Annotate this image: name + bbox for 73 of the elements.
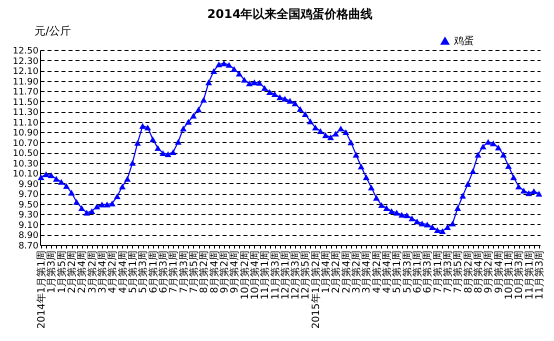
x-tick-label: 3月第2周 <box>350 250 363 294</box>
x-tick-label: 4月第4周 <box>116 250 129 294</box>
y-tick-label: 10.10 <box>12 170 39 180</box>
y-tick-label: 11.30 <box>12 108 39 118</box>
y-tick-label: 9.10 <box>18 220 39 231</box>
y-tick-label: 9.90 <box>18 180 39 190</box>
x-tick-label: 6月第1周 <box>147 250 160 294</box>
x-tick-label: 11月第3周 <box>269 250 282 300</box>
chart-title: 2014年以来全国鸡蛋价格曲线 <box>207 7 373 21</box>
x-tick-label: 7月第5周 <box>188 250 200 294</box>
x-tick-label: 7月第1周 <box>432 250 444 294</box>
x-tick-label: 11月第1周 <box>523 250 536 300</box>
x-tick-label: 8月第2周 <box>198 250 210 294</box>
y-tick-label: 9.70 <box>18 190 39 200</box>
x-tick-label: 10月第2周 <box>238 250 251 300</box>
y-tick-label: 11.10 <box>12 118 39 128</box>
x-tick-label: 5月第3周 <box>401 250 414 294</box>
x-tick-label: 2月第2周 <box>66 250 78 294</box>
y-tick-label: 8.70 <box>18 242 39 252</box>
x-tick-label: 2月第4周 <box>340 250 352 294</box>
x-tick-label: 4月第4周 <box>381 250 394 294</box>
y-tick-label: 12.10 <box>12 67 39 78</box>
x-tick-label: 7月第3周 <box>178 250 190 294</box>
x-tick-label: 9月第4周 <box>228 250 241 294</box>
x-tick-label: 3月第2周 <box>86 250 98 294</box>
y-tick-label: 11.90 <box>12 77 39 88</box>
x-tick-label: 7月第1周 <box>168 250 180 294</box>
x-tick-label: 8月第4周 <box>472 250 485 294</box>
y-tick-label: 9.30 <box>18 210 39 221</box>
x-tick-label: 7月第5周 <box>452 250 464 294</box>
x-tick-label: 8月第4周 <box>208 250 220 294</box>
y-tick-label: 8.90 <box>18 231 39 242</box>
x-tick-label: 1月第5周 <box>56 250 68 294</box>
x-tick-label: 12月第3周 <box>290 250 302 300</box>
x-tick-label: 6月第3周 <box>157 250 170 294</box>
x-tick-label: 10月第1周 <box>502 250 515 300</box>
x-tick-label: 12月第1周 <box>279 250 292 300</box>
y-tick-label: 10.70 <box>12 138 39 149</box>
y-tick-label: 10.30 <box>12 159 39 170</box>
x-tick-label: 3月第4周 <box>96 250 108 294</box>
y-tick-label: 11.70 <box>12 88 39 98</box>
x-tick-label: 10月第3周 <box>513 250 526 300</box>
x-tick-label: 3月第4周 <box>360 250 373 294</box>
x-tick-label: 9月第2周 <box>218 250 230 294</box>
x-tick-label: 2014年1月第1周 <box>36 250 48 329</box>
y-tick-label: 12.30 <box>12 56 39 67</box>
x-tick-label: 2月第4周 <box>76 250 88 294</box>
x-tick-label: 8月第2周 <box>462 250 474 294</box>
x-tick-label: 2月第2周 <box>330 250 342 294</box>
x-tick-label: 11月第1周 <box>259 250 272 300</box>
x-tick-label: 5月第3周 <box>137 250 150 294</box>
x-tick-label: 9月第2周 <box>482 250 495 294</box>
x-tick-label: 6月第3周 <box>422 250 434 294</box>
y-axis-title: 元/公斤 <box>34 24 72 38</box>
y-tick-label: 9.50 <box>18 200 39 210</box>
x-tick-label: 10月第4周 <box>248 250 261 300</box>
x-tick-label: 12月第5周 <box>300 250 312 300</box>
y-tick-label: 11.50 <box>12 98 39 108</box>
x-tick-label: 11月第3周 <box>533 250 546 300</box>
x-tick-label: 9月第4周 <box>492 250 505 294</box>
x-tick-label: 5月第1周 <box>391 250 404 294</box>
legend-label: 鸡蛋 <box>453 35 474 47</box>
x-tick-label: 4月第2周 <box>106 250 119 294</box>
x-tick-label: 5月第1周 <box>126 250 139 294</box>
x-tick-label: 6月第1周 <box>412 250 424 294</box>
y-tick-label: 12.50 <box>12 46 39 56</box>
x-tick-label: 1月第3周 <box>46 250 58 294</box>
x-tick-label: 4月第2周 <box>370 250 383 294</box>
x-tick-label: 1月第4周 <box>320 250 332 294</box>
y-tick-label: 10.90 <box>12 128 39 139</box>
x-tick-label: 2015年1月第2周 <box>310 250 322 329</box>
x-tick-label: 7月第3周 <box>442 250 454 294</box>
y-tick-label: 10.50 <box>12 149 39 160</box>
